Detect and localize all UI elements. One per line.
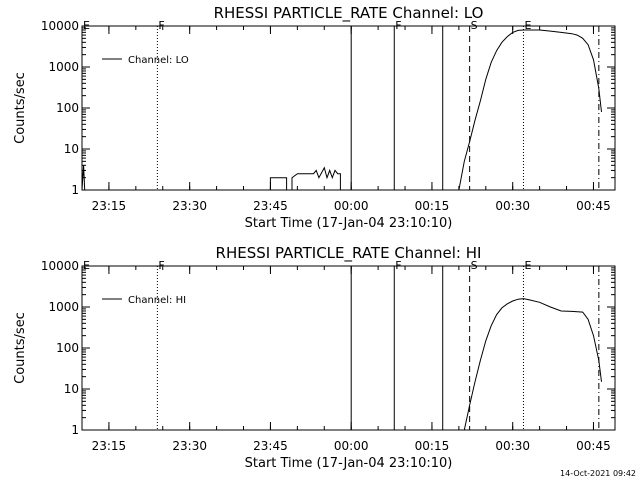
event-marker-label: F <box>158 259 164 272</box>
series-line <box>458 29 602 191</box>
series-line <box>269 166 346 191</box>
x-tick-label: 23:30 <box>172 199 207 213</box>
event-marker-label: S <box>471 19 478 32</box>
x-tick-label: 23:15 <box>92 199 127 213</box>
event-marker-label: F <box>158 19 164 32</box>
y-tick-label: 1 <box>71 183 79 197</box>
y-tick-label: 1000 <box>48 300 79 314</box>
x-tick-label: 00:15 <box>415 439 450 453</box>
y-axis-label: Counts/sec <box>13 72 28 144</box>
x-tick-label: 00:15 <box>415 199 450 213</box>
event-marker-label: F <box>395 259 401 272</box>
x-tick-label: 23:15 <box>92 439 127 453</box>
event-marker-label: S <box>471 259 478 272</box>
x-tick-label: 00:00 <box>334 439 369 453</box>
x-tick-label: 00:00 <box>334 199 369 213</box>
legend-entry: Channel: LO <box>128 55 189 66</box>
y-tick-label: 10 <box>64 142 79 156</box>
y-tick-label: 1 <box>71 423 79 437</box>
event-marker-label: E <box>83 19 90 32</box>
plot-frame <box>81 265 616 431</box>
event-marker-label: E <box>524 19 531 32</box>
x-tick-label: 23:30 <box>172 439 207 453</box>
y-tick-label: 10 <box>64 382 79 396</box>
plot-frame <box>81 25 616 191</box>
x-tick-label: 00:30 <box>495 439 530 453</box>
chart-title: RHESSI PARTICLE_RATE Channel: LO <box>214 4 484 23</box>
x-tick-label: 23:45 <box>253 439 288 453</box>
footer-timestamp: 14-Oct-2021 09:42 <box>560 469 636 478</box>
event-marker-label: E <box>524 259 531 272</box>
event-marker-label: E <box>83 259 90 272</box>
series-line <box>81 165 86 191</box>
legend-entry: Channel: HI <box>128 295 186 306</box>
x-axis-label: Start Time (17-Jan-04 23:10:10) <box>245 216 453 231</box>
event-marker-label: F <box>395 19 401 32</box>
y-tick-label: 100 <box>56 341 79 355</box>
series-line <box>463 298 602 431</box>
y-tick-label: 100 <box>56 101 79 115</box>
y-tick-label: 10000 <box>41 259 79 273</box>
y-tick-label: 1000 <box>48 60 79 74</box>
x-tick-label: 23:45 <box>253 199 288 213</box>
x-tick-label: 00:45 <box>576 439 611 453</box>
x-axis-label: Start Time (17-Jan-04 23:10:10) <box>245 456 453 471</box>
x-tick-label: 00:30 <box>495 199 530 213</box>
y-tick-label: 10000 <box>41 19 79 33</box>
chart-title: RHESSI PARTICLE_RATE Channel: HI <box>216 244 482 263</box>
x-tick-label: 00:45 <box>576 199 611 213</box>
y-axis-label: Counts/sec <box>13 312 28 384</box>
